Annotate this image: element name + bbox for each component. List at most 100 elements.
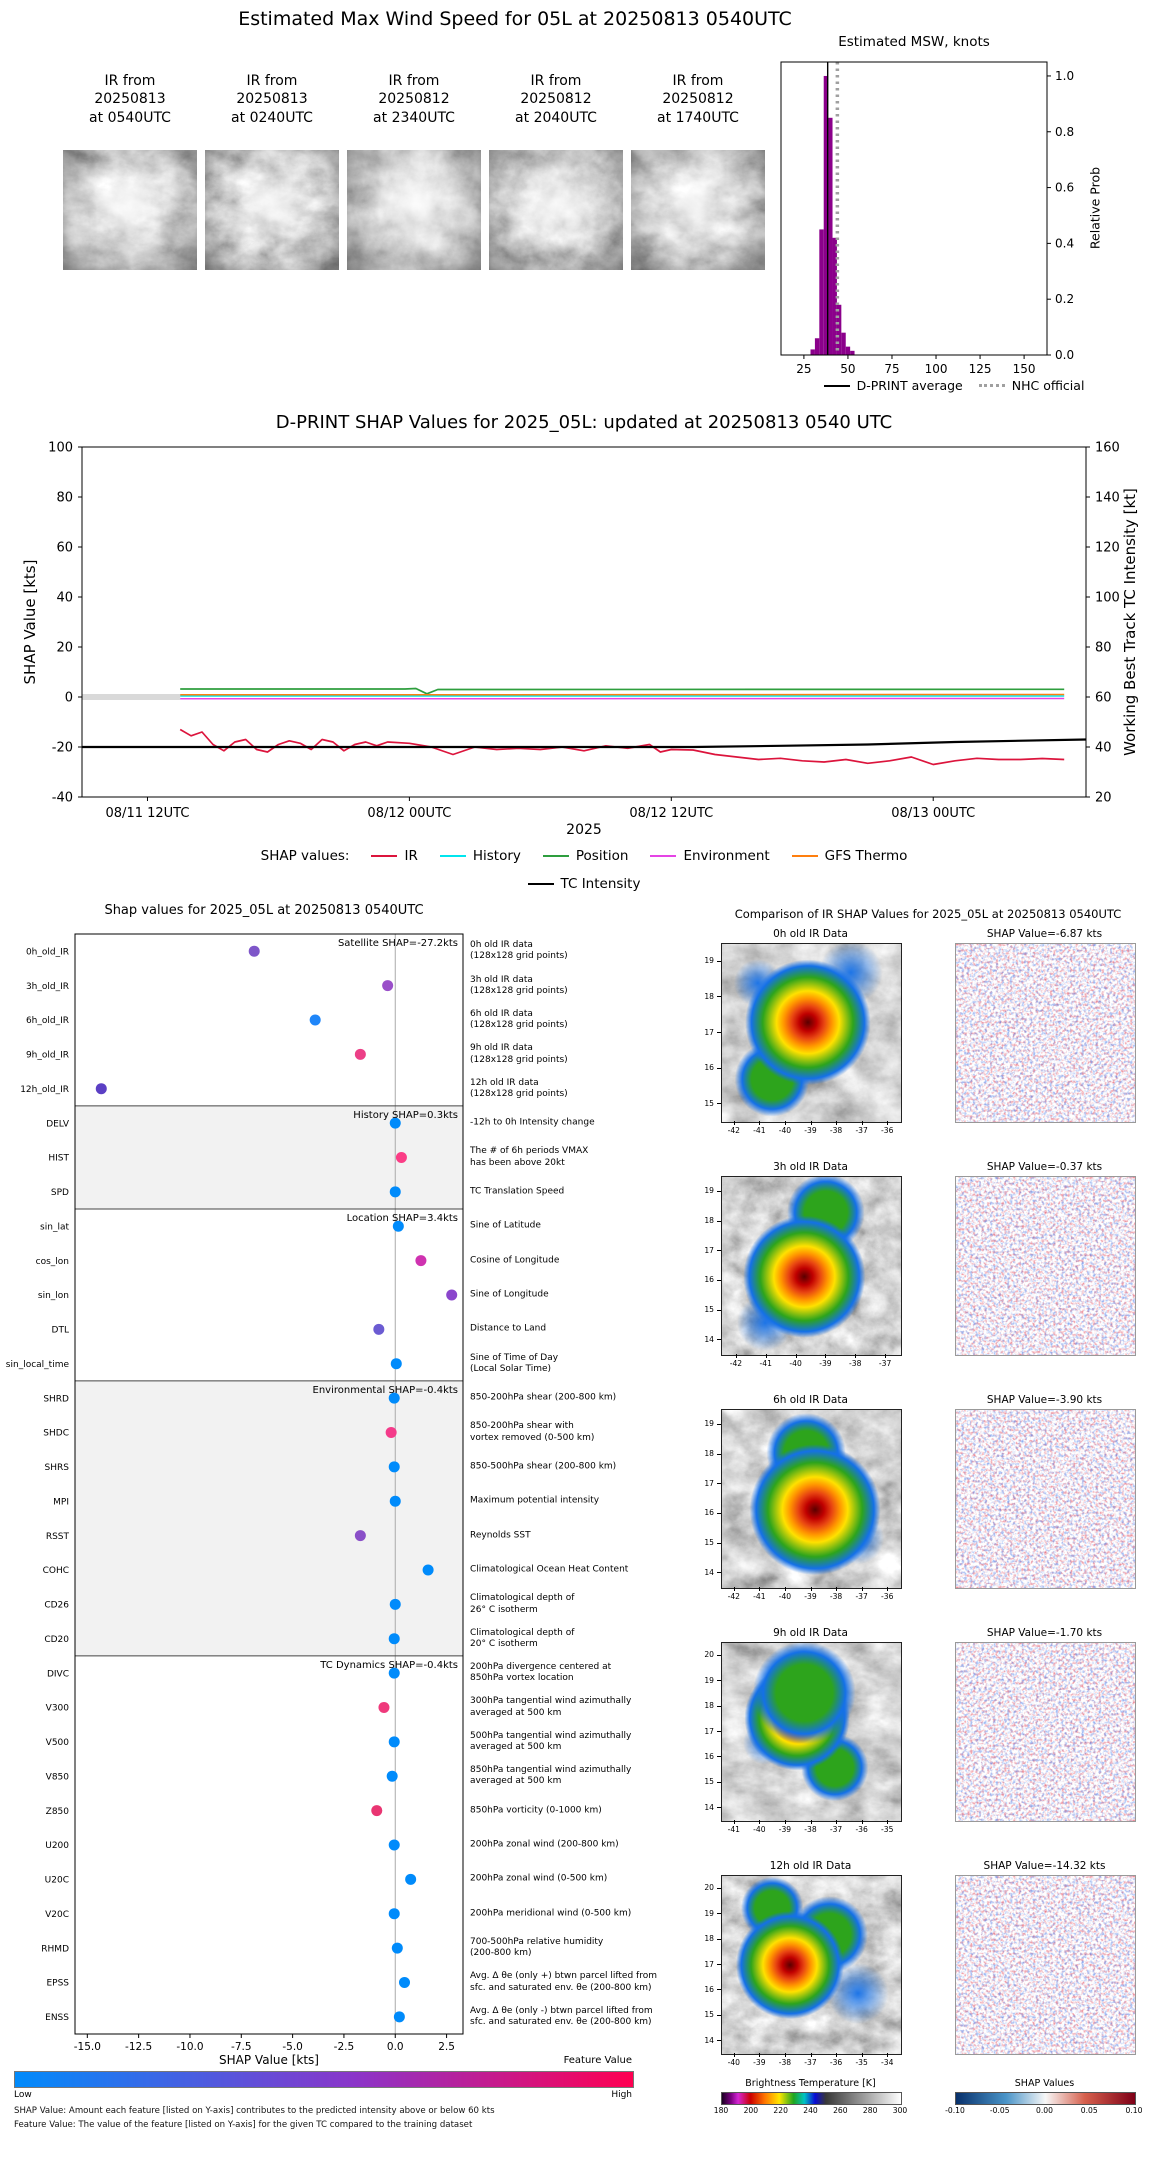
lat-tick-label: 19 [704, 1186, 714, 1196]
lon-tick-mark [887, 1587, 889, 1591]
feature-name-EPSS: EPSS [46, 1979, 69, 1989]
ts-legend-entry-Environment: Environment [650, 848, 770, 864]
feature-name-SHRS: SHRS [45, 1463, 70, 1473]
feature-desc-CD20: Climatological depth of 20° C isotherm [470, 1627, 575, 1649]
legend-label: IR [404, 848, 418, 864]
lat-tick-label: 16 [704, 1508, 714, 1518]
lat-tick-label: 16 [704, 1275, 714, 1285]
shap-map-panel [955, 1409, 1136, 1589]
feature-desc-EPSS: Avg. Δ θe (only +) btwn parcel lifted fr… [470, 1971, 657, 1993]
feature-name-sin_local_time: sin_local_time [6, 1360, 70, 1370]
legend-label: TC Intensity [560, 876, 641, 892]
lat-tick-label: 17 [704, 1245, 714, 1255]
hist-xtick-label: 150 [1013, 362, 1036, 376]
hist-bar [845, 346, 851, 355]
lon-tick-label: -40 [778, 1592, 792, 1601]
lat-tick-mark [717, 1483, 721, 1485]
hist-xtick-label: 50 [840, 362, 855, 376]
msw-histogram-chart: 0.0 0.2 0.4 0.6 0.8 1.0 25 50 75 100 125 150 [780, 61, 1074, 376]
feature-name-DTL: DTL [52, 1326, 69, 1336]
shap-speckle-texture [956, 1876, 1135, 2054]
ts-legend-entry-IR: IR [371, 848, 418, 864]
shap-dot-3h_old_IR [382, 980, 394, 992]
timeseries-legend-row1: SHAP values: IR History Position Environment… [0, 848, 1168, 864]
feature-desc-U20C: 200hPa zonal wind (0-500 km) [470, 1873, 608, 1884]
feature-desc-3h_old_IR: 3h old IR data (128x128 grid points) [470, 974, 568, 996]
feature-name-RHMD: RHMD [41, 1944, 69, 1954]
shap-dot-COHC [422, 1564, 434, 1576]
lon-tick-mark [887, 1121, 889, 1125]
shap-dot-CD20 [388, 1633, 400, 1645]
feature-desc-12h_old_IR: 12h old IR data (128x128 grid points) [470, 1077, 568, 1099]
lat-tick-mark [717, 1938, 721, 1940]
hist-bar [836, 304, 842, 355]
ir-panel-title: 3h old IR Data [773, 1161, 848, 1173]
lon-tick-label: -35 [855, 2058, 868, 2067]
bt-colorbar-tick: 280 [862, 2106, 878, 2115]
feature-name-V20C: V20C [45, 1910, 69, 1920]
lat-tick-label: 17 [704, 1478, 714, 1488]
lon-tick-label: -40 [778, 1126, 792, 1135]
lon-tick-label: -41 [727, 1825, 740, 1834]
ts-ytick-left: 60 [56, 541, 73, 556]
timeseries-title: D-PRINT SHAP Values for 2025_05L: update… [275, 412, 893, 433]
lat-tick-label: 17 [704, 1027, 714, 1037]
ir-thumbnail-glow [631, 150, 765, 270]
ir-panel-title: 0h old IR Data [773, 928, 848, 940]
feature-desc-SHRD: 850-200hPa shear (200-800 km) [470, 1392, 617, 1403]
ir-panel-title: 9h old IR Data [773, 1627, 848, 1639]
ir-data-panel [721, 1642, 902, 1822]
ir-data-panel [721, 1176, 902, 1356]
lon-tick-mark [836, 1121, 838, 1125]
shap-blue-speckles [956, 1410, 1135, 1588]
shap-dot-U200 [388, 1839, 400, 1851]
lon-tick-label: -42 [729, 1359, 743, 1368]
ir-thumbnail-glow [489, 150, 623, 270]
ir-thumbnail-label: IR from 20250813 at 0240UTC [231, 73, 313, 126]
lat-tick-mark [717, 1279, 721, 1281]
lon-tick-label: -39 [819, 1359, 832, 1368]
feature-name-cos_lon: cos_lon [36, 1257, 69, 1267]
lat-tick-label: 15 [704, 1305, 714, 1314]
feature-desc-RSST: Reynolds SST [470, 1529, 531, 1540]
lat-tick-mark [717, 1705, 721, 1707]
legend-line-swatch [978, 384, 1005, 387]
feature-name-U20C: U20C [45, 1876, 69, 1886]
shap-panel-title: SHAP Value=-3.90 kts [986, 1394, 1103, 1406]
shap-colorbar [955, 2092, 1136, 2105]
comparison-title: Comparison of IR SHAP Values for 2025_05… [734, 907, 1122, 921]
lon-tick-mark [759, 1820, 761, 1824]
lon-tick-label: -39 [804, 1592, 817, 1601]
hist-xtick-label: 25 [796, 362, 811, 376]
lat-tick-label: 19 [704, 1675, 714, 1685]
legend-line-swatch [371, 855, 398, 857]
ir-data-panel [721, 943, 902, 1123]
shap-dot-SHRD [388, 1392, 400, 1404]
ir-thumbnail-label: IR from 20250812 at 1740UTC [657, 73, 739, 126]
lon-tick-mark [810, 1587, 812, 1591]
feature-name-CD26: CD26 [44, 1601, 69, 1611]
lon-tick-label: -37 [878, 1359, 892, 1368]
lon-tick-mark [825, 1354, 827, 1358]
feature-desc-RHMD: 700-500hPa relative humidity (200-800 km… [470, 1936, 604, 1959]
ts-plot-border [81, 446, 1087, 798]
feature-desc-V850: 850hPa tangential wind azimuthally avera… [470, 1764, 632, 1787]
section-header: History SHAP=0.3kts [353, 1110, 458, 1121]
lon-tick-label: -36 [829, 2058, 843, 2067]
feature-name-6h_old_IR: 6h_old_IR [26, 1016, 69, 1026]
lon-tick-label: -35 [881, 1825, 894, 1834]
hist-bar [810, 349, 815, 355]
shap-xtick-label: 2.5 [438, 2041, 455, 2053]
bt-colorbar-label: Brightness Temperature [K] [745, 2078, 876, 2089]
legend-label: NHC official [1011, 378, 1085, 393]
footnote-feature-value: Feature Value: The value of the feature … [14, 2120, 473, 2130]
shap-xtick-label: -12.5 [125, 2041, 152, 2053]
lat-tick-mark [717, 1220, 721, 1222]
feature-desc-V500: 500hPa tangential wind azimuthally avera… [470, 1730, 632, 1752]
ts-ytick-right: 20 [1095, 791, 1112, 806]
shap-dot-U20C [405, 1873, 417, 1885]
lon-tick-label: -42 [727, 1126, 740, 1135]
hist-bar [823, 75, 829, 355]
series-TC-Intensity [82, 738, 1087, 749]
